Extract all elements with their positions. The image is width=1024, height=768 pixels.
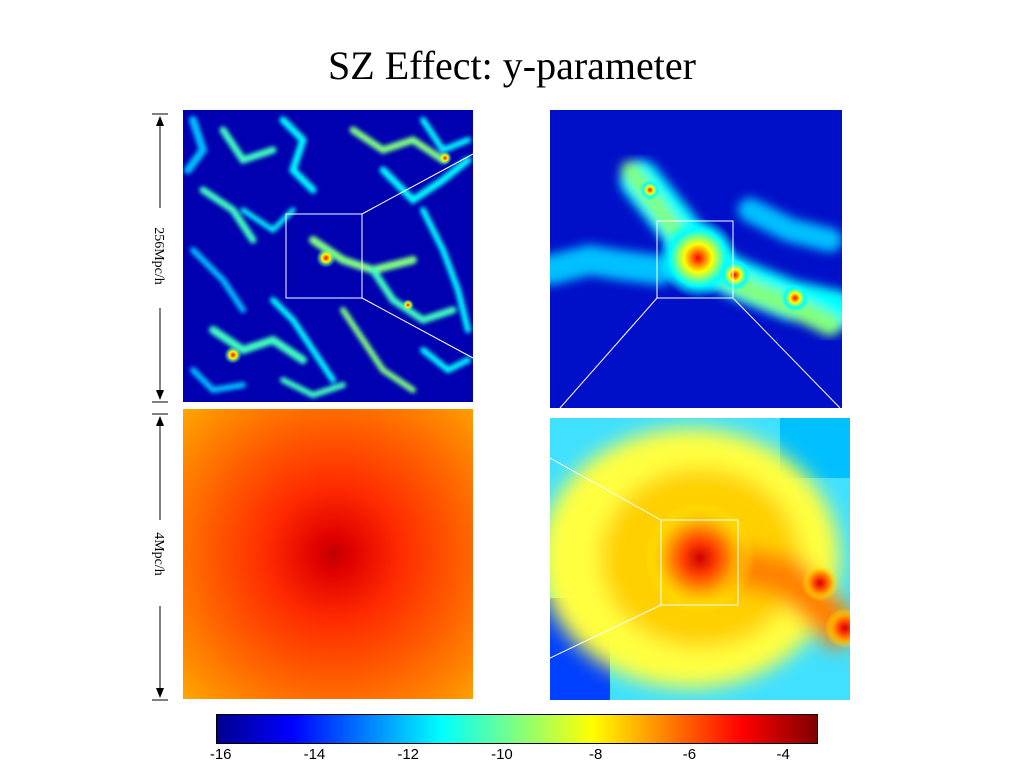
zoom-2-map (550, 418, 850, 700)
scale-label-top: 256Mpc/h (151, 227, 166, 285)
colorbar-tick-label: -4 (776, 746, 790, 763)
colorbar-tick-label: -10 (491, 746, 513, 763)
colorbar-tick-label: -16 (209, 746, 232, 763)
colorbar-tick-label: -6 (682, 746, 697, 763)
scale-label-bottom: 4Mpc/h (151, 532, 166, 576)
zoom-1-map (550, 110, 842, 408)
cluster-core-map (183, 409, 473, 699)
colorbar-tick-label: -8 (589, 746, 603, 763)
colorbar (216, 714, 818, 744)
scale-bar-bottom (152, 413, 168, 701)
colorbar-tick-label: -14 (303, 746, 326, 763)
scale-bar-top (152, 113, 168, 403)
page-title: SZ Effect: y-parameter (328, 43, 696, 88)
colorbar-tick-label: -12 (397, 746, 420, 763)
large-scale-map (183, 110, 473, 402)
